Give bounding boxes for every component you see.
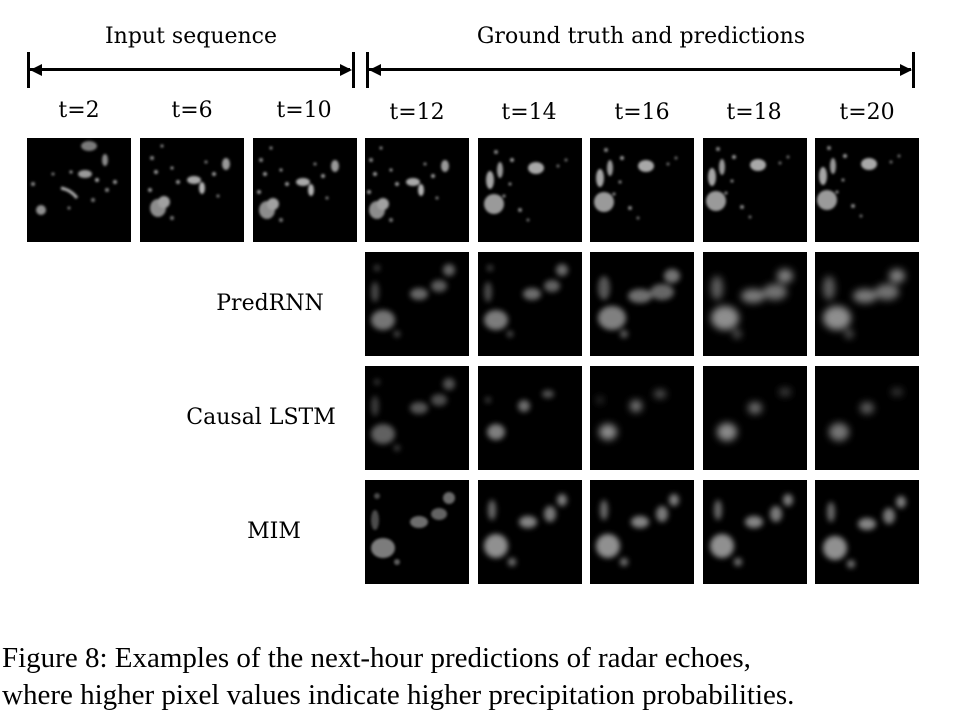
radar-frame-causal-lstm <box>365 366 469 470</box>
radar-frame-input <box>27 138 131 242</box>
bracket-arrow-line <box>30 68 350 71</box>
radar-frame-ground-truth <box>365 138 469 242</box>
radar-frame-predrnn <box>703 252 807 356</box>
figure-caption-line-2: where higher pixel values indicate highe… <box>2 679 795 711</box>
radar-frame-predrnn <box>365 252 469 356</box>
bracket-right-bar <box>912 52 915 88</box>
radar-frame-mim <box>365 480 469 584</box>
time-label: t=18 <box>726 100 782 125</box>
radar-frame-ground-truth <box>703 138 807 242</box>
time-label: t=14 <box>501 100 557 125</box>
figure-caption-line-1: Figure 8: Examples of the next-hour pred… <box>2 642 751 674</box>
time-label: t=20 <box>839 100 895 125</box>
radar-frame-mim <box>815 480 919 584</box>
row-label-causal-lstm: Causal LSTM <box>186 405 336 430</box>
radar-frame-mim <box>703 480 807 584</box>
bracket-left-bar <box>27 52 30 88</box>
input-sequence-title: Input sequence <box>104 24 278 49</box>
row-label-predrnn: PredRNN <box>216 291 324 316</box>
time-label: t=16 <box>614 100 670 125</box>
bracket-right-bar <box>352 52 355 88</box>
radar-frame-mim <box>590 480 694 584</box>
time-label: t=12 <box>389 100 445 125</box>
arrowhead-right-icon <box>340 63 352 76</box>
radar-frame-causal-lstm <box>590 366 694 470</box>
time-label: t=10 <box>276 98 332 123</box>
radar-frame-predrnn <box>478 252 582 356</box>
row-label-mim: MIM <box>247 519 301 544</box>
radar-frame-ground-truth <box>815 138 919 242</box>
radar-frame-input <box>253 138 357 242</box>
radar-frame-causal-lstm <box>703 366 807 470</box>
arrowhead-left-icon <box>30 63 42 76</box>
radar-frame-ground-truth <box>590 138 694 242</box>
time-label: t=2 <box>58 98 100 123</box>
radar-frame-predrnn <box>590 252 694 356</box>
bracket-arrow-line <box>369 68 911 71</box>
radar-frame-predrnn <box>815 252 919 356</box>
radar-frame-input <box>140 138 244 242</box>
radar-frame-ground-truth <box>478 138 582 242</box>
time-label: t=6 <box>171 98 213 123</box>
radar-frame-causal-lstm <box>815 366 919 470</box>
arrowhead-left-icon <box>369 63 381 76</box>
bracket-left-bar <box>366 52 369 88</box>
ground-truth-predictions-title: Ground truth and predictions <box>476 24 806 49</box>
radar-frame-causal-lstm <box>478 366 582 470</box>
radar-frame-mim <box>478 480 582 584</box>
arrowhead-right-icon <box>900 63 912 76</box>
